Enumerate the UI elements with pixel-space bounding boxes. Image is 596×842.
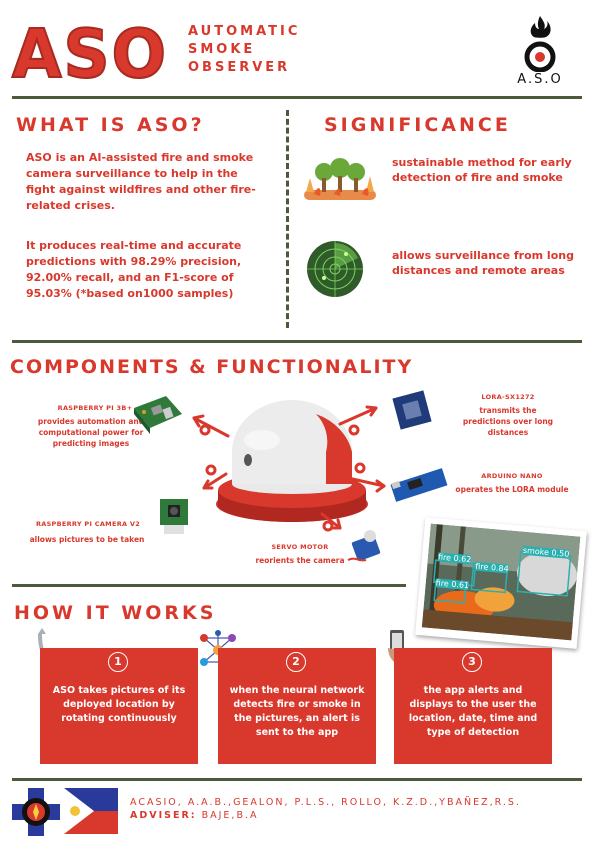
footer-divider xyxy=(12,778,582,781)
radar-icon xyxy=(307,241,363,297)
header-divider xyxy=(12,96,582,99)
rpi-name: RASPBERRY PI 3B+ xyxy=(57,404,133,412)
detection-photo: fire 0.62 fire 0.84 fire 0.61 smoke 0.50 xyxy=(415,517,587,649)
how-it-works-title: HOW IT WORKS xyxy=(14,602,217,624)
aso-logo-text: ASO xyxy=(11,15,169,95)
servo-desc: reorients the camera xyxy=(255,556,345,565)
lora-name: LORA-SX1272 xyxy=(481,393,535,401)
camera-desc: allows pictures to be taken xyxy=(29,535,145,544)
school-seal-icon xyxy=(12,788,60,836)
significance-item-1: sustainable method for early detection o… xyxy=(392,156,572,184)
components-title: COMPONENTS & FUNCTIONALITY xyxy=(10,356,414,378)
lora-desc: transmits the predictions over long dist… xyxy=(462,406,554,437)
significance-item-2: allows surveillance from long distances … xyxy=(392,249,574,277)
raspberry-pi-board-icon xyxy=(134,396,182,434)
step-card-3: 3 the app alerts and displays to the use… xyxy=(394,648,552,764)
adviser-label: ADVISER: xyxy=(130,810,197,821)
aso-emblem: A.S.O xyxy=(508,14,572,87)
subtitle-line-1: AUTOMATIC xyxy=(188,24,301,39)
what-is-title: WHAT IS ASO? xyxy=(16,114,205,136)
step-number-3: 3 xyxy=(462,652,482,672)
footer-authors: ACASIO, A.A.B.,GEALON, P.L.S., ROLLO, K.… xyxy=(130,797,521,808)
arduino-nano-icon xyxy=(390,468,448,502)
forest-fire-icon xyxy=(304,158,376,200)
step-text-2: when the neural network detects fire or … xyxy=(229,685,365,738)
lora-module-icon xyxy=(392,390,432,430)
adviser-name: BAJE,B.A xyxy=(201,810,259,821)
rpi-desc: provides automation and computational po… xyxy=(37,417,145,448)
step-text-3: the app alerts and displays to the user … xyxy=(408,685,538,738)
step-card-2: 2 when the neural network detects fire o… xyxy=(218,648,376,764)
subtitle-line-3: OBSERVER xyxy=(188,60,291,75)
step-number-2: 2 xyxy=(286,652,306,672)
step-card-1: 1 ASO takes pictures of its deployed loc… xyxy=(40,648,198,764)
significance-title: SIGNIFICANCE xyxy=(324,114,511,136)
how-it-works-divider xyxy=(12,584,406,587)
arduino-desc: operates the LORA module xyxy=(455,485,569,494)
what-is-para-2: It produces real-time and accurate predi… xyxy=(26,239,242,300)
arduino-name: ARDUINO NANO xyxy=(481,472,543,480)
camera-name: RASPBERRY PI CAMERA V2 xyxy=(35,520,141,528)
step-text-1: ASO takes pictures of its deployed locat… xyxy=(52,685,186,724)
section-divider-vertical xyxy=(286,110,289,328)
pi-camera-icon xyxy=(160,499,188,534)
what-is-para-1: ASO is an AI-assisted fire and smoke cam… xyxy=(26,151,256,212)
aso-device-image xyxy=(216,400,368,522)
subtitle-line-2: SMOKE xyxy=(188,42,256,57)
philippine-flag-icon xyxy=(64,788,118,834)
components-divider xyxy=(12,340,582,343)
flame-ring-icon xyxy=(524,16,556,73)
emblem-label: A.S.O xyxy=(517,72,563,87)
footer-adviser: ADVISER: BAJE,B.A xyxy=(130,810,259,821)
servo-name: SERVO MOTOR xyxy=(271,543,329,551)
step-number-1: 1 xyxy=(108,652,128,672)
servo-motor-icon xyxy=(347,530,381,562)
